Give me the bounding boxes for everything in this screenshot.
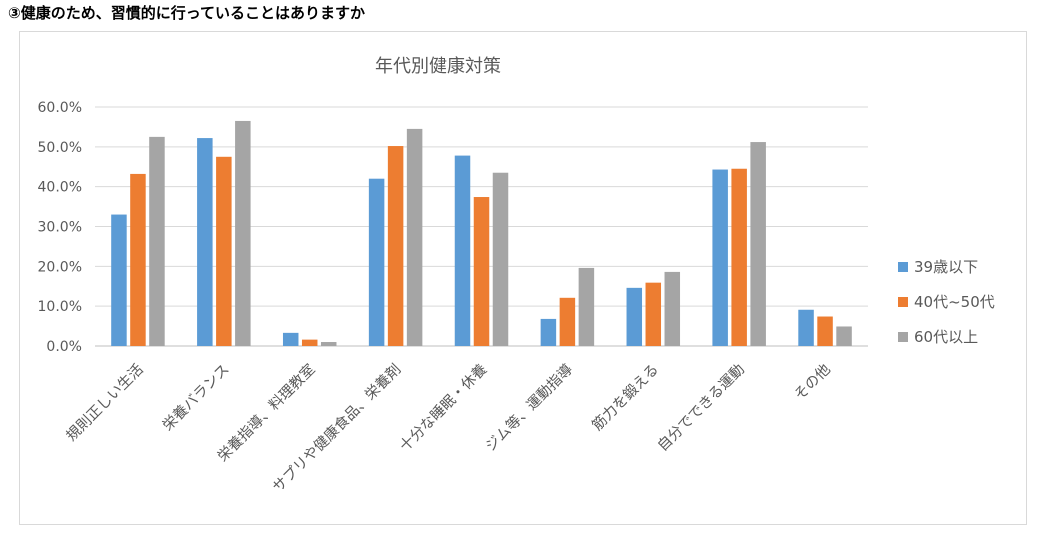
chart-title: 年代別健康対策 bbox=[375, 56, 501, 77]
y-tick-label: 0.0% bbox=[46, 339, 82, 355]
bar bbox=[454, 155, 471, 346]
bars bbox=[111, 120, 852, 346]
x-tick-label: ジム等、運動指導 bbox=[481, 360, 576, 455]
bar bbox=[836, 326, 852, 346]
section-heading: ③健康のため、習慣的に行っていることはありますか bbox=[8, 4, 365, 22]
y-axis: 0.0% 10.0% 20.0% 30.0% 40.0% 50.0% 60.0% bbox=[38, 100, 82, 355]
bar bbox=[645, 282, 662, 346]
x-axis: 規則正しい生活 栄養バランス栄養指導、料理教室サプリや健康食品、栄養剤十分な睡眠・… bbox=[63, 360, 834, 496]
y-tick-label: 20.0% bbox=[38, 259, 82, 275]
legend-label: 39歳以下 bbox=[914, 258, 978, 276]
bar-chart: 年代別健康対策 0.0% 10.0% 20.0% 30.0% 40.0% 50.0% 60.… bbox=[38, 56, 995, 496]
bar bbox=[406, 128, 423, 346]
bar bbox=[817, 316, 833, 346]
x-tick-label: 十分な睡眠・休養 bbox=[396, 360, 491, 455]
bar bbox=[731, 168, 747, 346]
bar bbox=[492, 172, 509, 346]
bar bbox=[626, 287, 643, 346]
bar bbox=[664, 271, 681, 346]
bar bbox=[235, 120, 251, 346]
x-tick-label: 自分でできる運動 bbox=[654, 361, 748, 455]
y-tick-label: 60.0% bbox=[38, 100, 82, 116]
legend-swatch bbox=[898, 262, 908, 272]
x-tick-label: 筋力を鍛える bbox=[589, 361, 662, 434]
legend-label: 40代~50代 bbox=[914, 293, 995, 311]
bar bbox=[301, 339, 318, 346]
legend-swatch bbox=[898, 297, 908, 307]
bar bbox=[750, 142, 766, 346]
bar bbox=[578, 267, 595, 346]
y-tick-label: 30.0% bbox=[38, 220, 82, 236]
legend-swatch bbox=[898, 332, 908, 342]
y-tick-label: 10.0% bbox=[38, 299, 82, 315]
bar bbox=[368, 178, 385, 346]
chart-frame: 年代別健康対策 0.0% 10.0% 20.0% 30.0% 40.0% 50.0% 60.… bbox=[19, 31, 1027, 525]
bar bbox=[712, 169, 728, 346]
bar bbox=[387, 146, 404, 346]
x-tick-label: 栄養バランス bbox=[159, 360, 233, 434]
bar bbox=[149, 136, 165, 346]
bar bbox=[798, 309, 814, 346]
bar bbox=[473, 197, 490, 346]
x-tick-label: その他 bbox=[791, 361, 834, 404]
bar bbox=[559, 297, 576, 346]
bar bbox=[282, 332, 299, 346]
bar bbox=[540, 318, 557, 346]
legend: 39歳以下 40代~50代 60代以上 bbox=[898, 258, 995, 346]
bar bbox=[197, 138, 213, 346]
y-tick-label: 40.0% bbox=[38, 180, 82, 196]
bar bbox=[130, 173, 146, 346]
bar bbox=[216, 156, 232, 346]
bar bbox=[320, 342, 337, 346]
legend-label: 60代以上 bbox=[914, 328, 978, 346]
bar bbox=[111, 214, 127, 346]
y-tick-label: 50.0% bbox=[38, 140, 82, 156]
x-tick-label: 規則正しい生活 bbox=[63, 361, 147, 445]
